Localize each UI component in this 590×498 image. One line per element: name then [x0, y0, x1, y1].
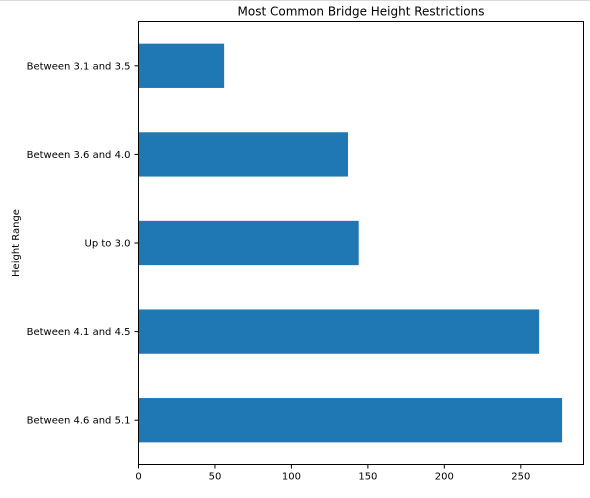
x-tick-label: 150 — [358, 472, 377, 483]
x-tick-label: 200 — [435, 472, 454, 483]
bar — [138, 132, 349, 177]
top-divider — [0, 0, 590, 1]
y-tick-label: Between 4.6 and 5.1 — [27, 416, 131, 427]
x-tick-label: 250 — [511, 472, 530, 483]
chart-title: Most Common Bridge Height Restrictions — [238, 5, 485, 19]
bar — [138, 220, 359, 266]
x-axis-ticks: 0 50 100 150 200 250 — [135, 464, 530, 483]
y-axis-ticks: Between 4.6 and 5.1 Between 4.1 and 4.5 Up… — [27, 61, 139, 427]
bar — [138, 398, 563, 443]
bar — [138, 309, 540, 354]
y-axis-label: Height Range — [11, 209, 22, 277]
y-tick-label: Up to 3.0 — [85, 239, 131, 250]
x-tick-label: 0 — [135, 472, 141, 483]
y-tick-label: Between 4.1 and 4.5 — [27, 327, 131, 338]
plot-frame — [138, 21, 584, 465]
bar — [138, 43, 225, 88]
x-tick-label: 100 — [282, 472, 301, 483]
x-tick-label: 50 — [209, 472, 222, 483]
y-tick-label: Between 3.1 and 3.5 — [27, 61, 131, 72]
y-tick-label: Between 3.6 and 4.0 — [27, 150, 131, 161]
bars — [138, 43, 563, 443]
